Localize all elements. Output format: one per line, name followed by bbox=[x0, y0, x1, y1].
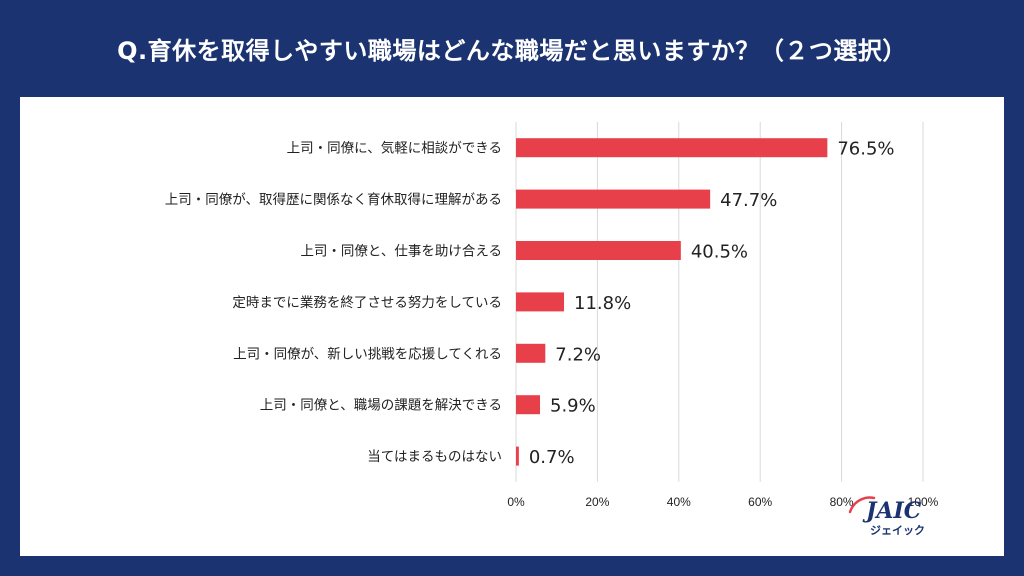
x-tick-label: 0% bbox=[507, 495, 525, 509]
x-tick-label: 80% bbox=[830, 495, 854, 509]
bar bbox=[516, 189, 711, 209]
x-tick-label: 20% bbox=[585, 495, 609, 509]
bar bbox=[516, 241, 681, 260]
value-label: 7.2% bbox=[555, 344, 601, 365]
value-label: 0.7% bbox=[529, 447, 575, 468]
jaic-logo: JAIC ジェイック bbox=[848, 496, 925, 537]
logo-sub: ジェイック bbox=[870, 524, 925, 537]
bar bbox=[516, 138, 828, 158]
bar bbox=[516, 395, 541, 415]
category-label: 上司・同僚と、職場の課題を解決できる bbox=[260, 398, 502, 414]
value-label: 47.7% bbox=[720, 190, 777, 211]
x-tick-label: 60% bbox=[748, 495, 772, 509]
category-label: 上司・同僚が、新しい挑戦を応援してくれる bbox=[233, 346, 502, 362]
category-label: 当てはまるものはない bbox=[367, 449, 502, 465]
category-label: 上司・同僚が、取得歴に関係なく育休取得に理解がある bbox=[165, 191, 502, 208]
x-tick-label: 40% bbox=[667, 495, 691, 509]
value-label: 76.5% bbox=[837, 139, 894, 160]
value-label: 11.8% bbox=[574, 293, 631, 314]
category-label: 定時までに業務を終了させる努力をしている bbox=[232, 295, 502, 311]
chart-panel: 0% 20% 40% 60% 80% 100% 上司・同僚に、気軽に相談ができる 76.5% 上… bbox=[20, 97, 1004, 556]
bar-chart: 0% 20% 40% 60% 80% 100% 上司・同僚に、気軽に相談ができる 76.5% 上… bbox=[165, 122, 939, 509]
value-label: 5.9% bbox=[550, 396, 596, 417]
category-label: 上司・同僚と、仕事を助け合える bbox=[300, 244, 502, 260]
bar bbox=[516, 292, 565, 312]
bar bbox=[516, 343, 546, 363]
logo-swoosh-icon bbox=[848, 496, 876, 514]
logo-name: JAIC bbox=[862, 498, 922, 524]
question-title: Q.育休を取得しやすい職場はどんな職場だと思いますか？（２つ選択） bbox=[117, 36, 907, 65]
x-tick-label: 100% bbox=[908, 495, 939, 509]
bar bbox=[516, 446, 519, 466]
category-label: 上司・同僚に、気軽に相談ができる bbox=[287, 141, 502, 157]
value-label: 40.5% bbox=[691, 242, 748, 263]
